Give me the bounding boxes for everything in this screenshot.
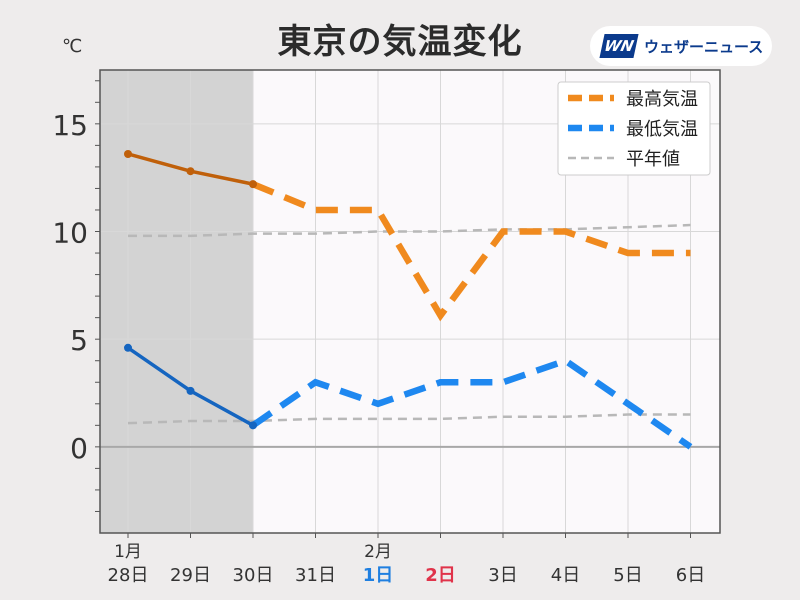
max-temp-observed-point [124,149,132,158]
x-tick-label: 6日 [676,565,705,586]
normal-temperature-line [128,223,691,238]
weathernews-logo: WN ウェザーニュース [590,26,772,66]
legend-max-temp-label: 最高気温 [626,89,698,110]
y-tick-label: 15 [52,109,88,142]
min-temp-observed-point [186,386,195,395]
legend-normal-label: 平年値 [626,149,680,170]
chart-title: 東京の気温変化 [277,22,523,62]
weathernews-logo-text: ウェザーニュース [644,37,764,56]
x-tick-label: 5日 [613,565,642,586]
x-tick-label: 31日 [295,565,336,586]
max-temp-observed-point [186,167,195,176]
min-temp-observed-point [124,343,132,352]
month-label: 1月 [114,542,142,562]
observed-period-shade [100,70,253,533]
normal-temperature-line [127,413,691,425]
x-tick-label: 29日 [170,565,211,586]
x-tick-label: 28日 [108,565,149,586]
x-tick-label: 4日 [551,565,580,586]
y-tick-label: 0 [70,432,88,465]
max-temp-observed-point [249,180,257,189]
legend-box [557,81,711,176]
x-tick-label: 2日 [425,565,456,586]
min-temp-forecast-line [251,357,693,450]
min-temp-observed-point [249,421,257,430]
legend-min-temp-label: 最低気温 [626,119,698,140]
x-tick-label: 3日 [488,565,517,586]
x-tick-label: 30日 [233,565,274,586]
y-tick-label: 10 [52,217,88,250]
y-tick-label: 5 [70,324,88,357]
max-temp-forecast-line [251,181,691,322]
plot-frame [99,69,721,534]
x-tick-label: 1日 [363,565,394,586]
unit-label: ℃ [62,36,83,57]
month-label: 2月 [364,542,392,562]
